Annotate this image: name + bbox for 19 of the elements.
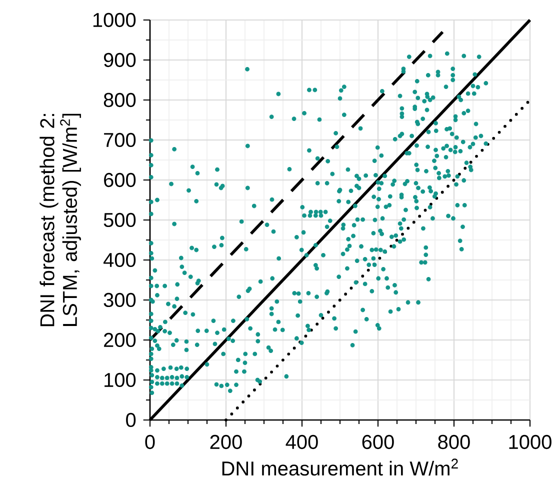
x-tick-label: 0 <box>145 434 155 450</box>
x-tick-label: 400 <box>286 434 318 450</box>
y-tick-label: 700 <box>104 132 136 148</box>
y-tick-label: 100 <box>104 372 136 388</box>
x-tick-label: 800 <box>438 434 470 450</box>
x-tick-label: 600 <box>362 434 394 450</box>
x-axis-title: DNI measurement in W/m$^{2}$ <box>222 458 458 476</box>
y-tick-label: 500 <box>104 212 136 228</box>
y-axis-title: DNI forecast (method 2: LSTM, adjusted) [W/m$^{2}$] <box>40 114 81 326</box>
y-tick-label: 900 <box>104 52 136 68</box>
y-tick-label: 600 <box>104 172 136 188</box>
y-tick-label: 200 <box>104 332 136 348</box>
y-tick-label: 800 <box>104 92 136 108</box>
y-tick-label: 400 <box>103 252 136 268</box>
y-tick-label: 300 <box>104 292 136 308</box>
x-tick-label: 200 <box>210 434 242 450</box>
x-tick-label: 1000 <box>509 434 552 450</box>
y-tick-label: 1000 <box>93 12 136 28</box>
y-tick-label: 0 <box>126 412 136 428</box>
